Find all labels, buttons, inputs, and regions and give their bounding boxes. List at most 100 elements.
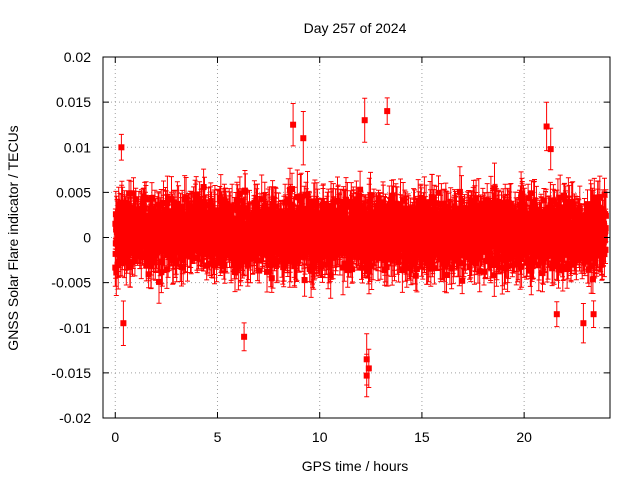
- data-point: [553, 259, 560, 266]
- data-point: [438, 226, 445, 233]
- data-point: [589, 276, 596, 283]
- data-point: [488, 256, 495, 262]
- data-point: [498, 199, 505, 206]
- data-point: [539, 270, 546, 277]
- data-point: [242, 188, 249, 195]
- data-point: [557, 194, 564, 201]
- data-point: [125, 220, 132, 227]
- data-point: [126, 190, 133, 197]
- data-point: [296, 241, 303, 248]
- data-point: [436, 230, 442, 237]
- data-point: [284, 238, 291, 245]
- data-point: [196, 229, 203, 236]
- data-point: [207, 198, 214, 204]
- data-point: [335, 207, 342, 214]
- data-point: [183, 195, 190, 202]
- data-point: [580, 320, 587, 327]
- data-point: [403, 219, 410, 226]
- data-point: [366, 198, 373, 205]
- data-point: [431, 265, 438, 272]
- data-point: [173, 260, 180, 267]
- data-point: [412, 257, 419, 264]
- data-point: [455, 256, 462, 263]
- data-point: [447, 210, 454, 217]
- data-point: [239, 258, 246, 265]
- data-point: [561, 247, 568, 254]
- data-point: [305, 239, 312, 246]
- y-tick-label: 0: [83, 230, 91, 246]
- data-point: [141, 205, 148, 212]
- data-point: [450, 246, 457, 253]
- data-point: [448, 265, 455, 272]
- data-point: [544, 214, 551, 221]
- data-point: [236, 227, 243, 234]
- data-point: [384, 108, 391, 115]
- data-point: [128, 245, 135, 252]
- data-point: [237, 262, 244, 269]
- data-point: [365, 210, 372, 217]
- data-point: [229, 205, 236, 212]
- data-point: [486, 244, 493, 251]
- data-point: [203, 262, 210, 269]
- data-point: [601, 250, 608, 257]
- data-point: [459, 212, 466, 219]
- data-point: [291, 210, 298, 217]
- data-point: [540, 197, 547, 204]
- data-point: [517, 248, 524, 255]
- data-point: [490, 215, 497, 222]
- data-point: [500, 213, 507, 220]
- data-point: [277, 216, 284, 223]
- data-point: [301, 277, 308, 284]
- data-point: [333, 217, 340, 224]
- data-point: [216, 195, 223, 201]
- data-point: [353, 253, 360, 260]
- data-point: [261, 202, 268, 209]
- data-point: [328, 202, 334, 209]
- data-point: [575, 209, 582, 216]
- data-point: [429, 251, 435, 258]
- data-point: [373, 203, 380, 209]
- data-point: [446, 254, 453, 261]
- data-point: [217, 227, 224, 234]
- data-point: [290, 121, 297, 128]
- data-point: [430, 232, 437, 239]
- data-point: [146, 229, 152, 236]
- data-point: [547, 203, 554, 210]
- data-point: [160, 200, 167, 207]
- data-point: [568, 204, 575, 211]
- data-point: [392, 224, 399, 231]
- data-point: [461, 251, 468, 258]
- data-point: [399, 266, 406, 273]
- data-point: [588, 263, 595, 270]
- data-point: [374, 243, 381, 250]
- data-point: [591, 255, 598, 262]
- data-point: [259, 251, 266, 257]
- data-point: [193, 199, 200, 206]
- data-point: [435, 189, 442, 196]
- data-point: [240, 207, 247, 214]
- data-point: [412, 272, 419, 279]
- data-point: [138, 254, 145, 261]
- data-point: [438, 200, 445, 207]
- data-point: [595, 200, 602, 207]
- data-point: [275, 213, 282, 220]
- data-point: [166, 217, 173, 224]
- data-point: [198, 213, 205, 220]
- data-point: [421, 200, 428, 207]
- data-point: [524, 225, 531, 232]
- data-point: [578, 212, 585, 219]
- data-point: [140, 199, 147, 206]
- data-point: [443, 214, 450, 221]
- data-point: [584, 258, 591, 265]
- data-point: [523, 259, 530, 266]
- data-point: [400, 197, 407, 204]
- data-point: [504, 263, 511, 270]
- data-point: [125, 228, 132, 235]
- data-point: [513, 249, 520, 256]
- data-point: [520, 251, 527, 258]
- data-point: [236, 236, 243, 243]
- x-tick-label: 15: [414, 429, 430, 445]
- data-point: [593, 251, 600, 258]
- data-point: [210, 246, 217, 253]
- data-point: [327, 256, 334, 263]
